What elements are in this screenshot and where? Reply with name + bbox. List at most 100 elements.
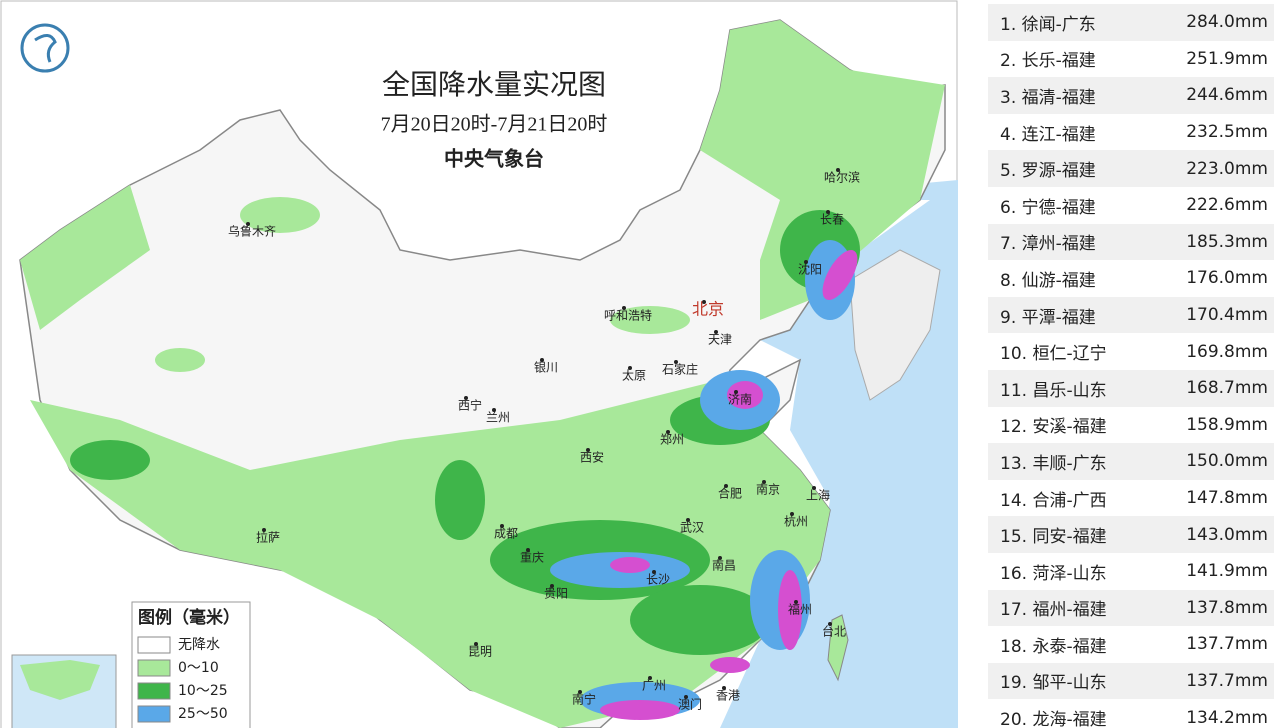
- ranking-row: 9. 平潭-福建 170.4mm: [988, 296, 1274, 334]
- city-dot: [262, 528, 266, 532]
- city-dot: [714, 330, 718, 334]
- city-label: 天津: [708, 333, 732, 347]
- city-label: 乌鲁木齐: [228, 224, 276, 239]
- city-label: 哈尔滨: [824, 170, 860, 185]
- korea: [849, 249, 941, 401]
- city-dot: [628, 366, 632, 370]
- station-name: 5. 罗源-福建: [1000, 161, 1096, 182]
- rain-heavy: [600, 250, 858, 720]
- city-dot: [762, 480, 766, 484]
- city-dot: [826, 210, 830, 214]
- inset-land: [20, 660, 100, 700]
- city-dot: [586, 448, 590, 452]
- city-dot: [464, 396, 468, 400]
- station-name: 8. 仙游-福建: [1000, 270, 1096, 291]
- city-dot: [674, 360, 678, 364]
- rainfall-value: 232.5mm: [1186, 122, 1268, 143]
- city-label: 杭州: [784, 514, 808, 529]
- city-label: 南昌: [712, 558, 736, 573]
- city-label: 西宁: [458, 398, 482, 413]
- city-dot: [526, 548, 530, 552]
- map-subtitle: 7月20日20时-7月21日20时: [381, 113, 608, 136]
- city-label: 沈阳: [798, 262, 822, 277]
- station-name: 17. 福州-福建: [1000, 600, 1107, 621]
- rainfall-value: 150.0mm: [1186, 451, 1268, 472]
- city-label: 南京: [756, 482, 780, 497]
- ranking-row: 5. 罗源-福建 223.0mm: [988, 150, 1274, 187]
- rainfall-value: 176.0mm: [1186, 268, 1268, 289]
- station-name: 6. 宁德-福建: [1000, 197, 1096, 218]
- city-label: 上海: [806, 488, 830, 503]
- rainfall-value: 169.8mm: [1186, 341, 1268, 362]
- ranking-row: 6. 宁德-福建 222.6mm: [988, 187, 1274, 224]
- city-dot: [722, 686, 726, 690]
- city-dot: [790, 512, 794, 516]
- rainfall-value: 251.9mm: [1186, 48, 1268, 69]
- ranking-row: 12. 安溪-福建 158.9mm: [988, 407, 1274, 444]
- city-label: 澳门: [678, 697, 702, 712]
- city-label: 成都: [494, 527, 518, 541]
- city-dot: [718, 556, 722, 560]
- station-name: 15. 同安-福建: [1000, 527, 1107, 548]
- city-label: 石家庄: [662, 362, 698, 377]
- city-label: 北京: [692, 300, 724, 319]
- ranking-row: 20. 龙海-福建 134.2mm: [988, 699, 1274, 728]
- ranking-row: 10. 桓仁-辽宁 169.8mm: [988, 333, 1274, 370]
- ranking-row: 7. 漳州-福建 185.3mm: [988, 223, 1274, 261]
- station-name: 18. 永泰-福建: [1000, 636, 1107, 657]
- station-name: 19. 邹平-山东: [1000, 673, 1107, 694]
- station-name: 3. 福清-福建: [1000, 87, 1096, 108]
- rainfall-value: 170.4mm: [1186, 305, 1268, 326]
- logo-mark: [34, 34, 57, 63]
- ranking-row: 16. 菏泽-山东 141.9mm: [988, 553, 1274, 590]
- rain-0-10: [20, 20, 945, 728]
- ranking-row: 18. 永泰-福建 137.7mm: [988, 626, 1274, 663]
- city-dot: [804, 260, 808, 264]
- legend-swatch: [137, 659, 171, 677]
- ranking-row: 3. 福清-福建 244.6mm: [988, 77, 1274, 114]
- station-name: 16. 菏泽-山东: [1000, 563, 1107, 584]
- city-dot: [474, 642, 478, 646]
- city-dot: [812, 486, 816, 490]
- rainfall-value: 137.7mm: [1186, 634, 1268, 655]
- station-name: 12. 安溪-福建: [1000, 417, 1107, 438]
- station-name: 4. 连江-福建: [1000, 124, 1096, 145]
- city-label: 太原: [622, 368, 646, 383]
- rainfall-value: 137.7mm: [1186, 670, 1268, 691]
- city-label: 济南: [728, 392, 752, 407]
- rainfall-value: 244.6mm: [1186, 85, 1268, 106]
- legend-swatch: [137, 682, 171, 700]
- legend-label: 25～50: [178, 706, 228, 722]
- city-label: 兰州: [486, 411, 510, 425]
- ranking-row: 4. 连江-福建 232.5mm: [988, 114, 1274, 151]
- city-label: 昆明: [468, 645, 492, 659]
- rainfall-value: 158.9mm: [1186, 414, 1268, 435]
- legend-label: 无降水: [178, 637, 220, 653]
- city-label: 香港: [716, 689, 740, 703]
- ranking-row: 2. 长乐-福建 251.9mm: [988, 41, 1274, 78]
- ranking-row: 11. 昌乐-山东 168.7mm: [988, 369, 1274, 407]
- city-label: 合肥: [718, 486, 742, 501]
- taiwan: [827, 614, 849, 682]
- city-label: 台北: [822, 624, 846, 639]
- city-label: 银川: [534, 361, 558, 375]
- rainfall-value: 141.9mm: [1186, 561, 1268, 582]
- ranking-row: 17. 福州-福建 137.8mm: [988, 589, 1274, 627]
- rainfall-value: 222.6mm: [1186, 195, 1268, 216]
- city-dot: [648, 676, 652, 680]
- station-name: 20. 龙海-福建: [1000, 710, 1107, 728]
- ranking-row: 8. 仙游-福建 176.0mm: [988, 260, 1274, 297]
- legend-label: 0～10: [178, 660, 219, 676]
- ranking-row: 14. 合浦-广西 147.8mm: [988, 480, 1274, 517]
- rainfall-value: 223.0mm: [1186, 158, 1268, 179]
- ranking-row: 19. 邹平-山东 137.7mm: [988, 662, 1274, 700]
- city-dot: [686, 518, 690, 522]
- map-source: 中央气象台: [444, 147, 544, 171]
- ranking-row: 1. 徐闻-广东 284.0mm: [988, 4, 1274, 41]
- rainfall-value: 168.7mm: [1186, 378, 1268, 399]
- city-label: 拉萨: [256, 530, 280, 545]
- legend-swatch: [137, 636, 171, 654]
- city-label: 南宁: [572, 692, 596, 707]
- city-label: 郑州: [660, 432, 684, 447]
